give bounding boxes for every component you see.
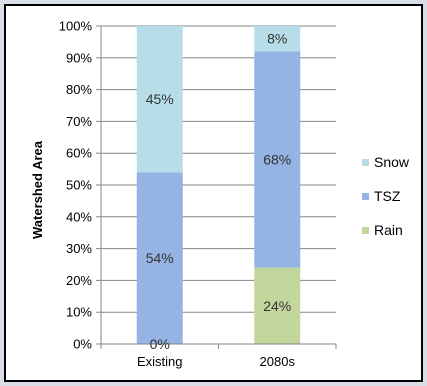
x-tick-label: Existing bbox=[137, 354, 183, 369]
y-tick-label: 40% bbox=[66, 209, 92, 224]
legend-swatch-snow bbox=[362, 159, 369, 166]
y-tick-label: 50% bbox=[66, 178, 92, 193]
y-tick-label: 70% bbox=[66, 114, 92, 129]
bar-segment-tsz-existing bbox=[136, 172, 183, 344]
y-tick-label: 30% bbox=[66, 241, 92, 256]
data-label: 68% bbox=[263, 152, 291, 168]
legend-label-rain: Rain bbox=[374, 222, 403, 238]
bar-segment-rain-2080s bbox=[254, 267, 301, 344]
chart-frame: 0% 10% 20% 30% 40% 50% 60% 70% 80% 90% 100% Existi… bbox=[4, 4, 423, 382]
y-tick-label: 100% bbox=[59, 19, 93, 34]
x-tick-label: 2080s bbox=[260, 354, 296, 369]
legend-label-tsz: TSZ bbox=[374, 188, 401, 204]
y-tick-label: 0% bbox=[73, 337, 92, 352]
bar-segment-tsz-2080s bbox=[254, 51, 301, 268]
data-label: 45% bbox=[146, 91, 174, 107]
y-tick-label: 10% bbox=[66, 305, 92, 320]
data-label: 8% bbox=[267, 31, 287, 47]
data-label: 24% bbox=[263, 298, 291, 314]
data-label: 54% bbox=[146, 250, 174, 266]
y-axis-label: Watershed Area bbox=[30, 140, 45, 239]
stacked-bar-chart: 0% 10% 20% 30% 40% 50% 60% 70% 80% 90% 100% Existi… bbox=[30, 19, 410, 370]
y-tick-label: 20% bbox=[66, 273, 92, 288]
legend-label-snow: Snow bbox=[374, 154, 410, 170]
legend-swatch-tsz bbox=[362, 193, 369, 200]
legend-swatch-rain bbox=[362, 227, 369, 234]
y-tick-label: 90% bbox=[66, 50, 92, 65]
y-tick-label: 60% bbox=[66, 146, 92, 161]
data-label: 0% bbox=[150, 336, 170, 352]
bar-segment-snow-2080s bbox=[254, 26, 301, 52]
bar-segment-snow-existing bbox=[136, 26, 183, 173]
y-tick-label: 80% bbox=[66, 82, 92, 97]
